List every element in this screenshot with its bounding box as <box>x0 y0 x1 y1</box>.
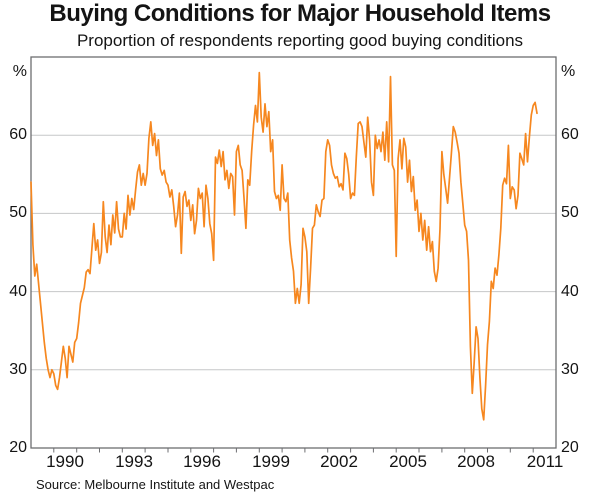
y-axis-label-left: 30 <box>9 361 27 378</box>
y-axis-label-left: 40 <box>9 283 27 300</box>
chart-title: Buying Conditions for Major Household It… <box>49 0 551 27</box>
plot-frame <box>30 56 557 449</box>
x-axis-year-label: 2002 <box>320 452 358 471</box>
x-axis-year-label: 1993 <box>115 452 153 471</box>
source-note: Source: Melbourne Institute and Westpac <box>36 477 275 492</box>
x-axis-year-label: 2005 <box>389 452 427 471</box>
x-axis-year-label: 1990 <box>46 452 84 471</box>
x-axis-year-label: 2008 <box>457 452 495 471</box>
y-axis-unit-left: % <box>12 63 27 80</box>
y-axis-label-right: 60 <box>561 126 579 143</box>
x-axis-year-label: 1999 <box>252 452 290 471</box>
y-axis-label-left: 20 <box>9 439 27 456</box>
y-axis-label-right: 40 <box>561 283 579 300</box>
y-axis-label-right: 20 <box>561 439 579 456</box>
chart-subtitle: Proportion of respondents reporting good… <box>76 31 524 50</box>
y-axis-unit-right: % <box>561 63 576 80</box>
x-axis-year-label: 1996 <box>183 452 221 471</box>
y-axis-label-left: 50 <box>9 204 27 221</box>
data-line-buying-conditions <box>30 71 538 421</box>
y-axis-label-right: 30 <box>561 361 579 378</box>
y-axis-label-left: 60 <box>9 126 27 143</box>
x-axis-year-label: 2011 <box>526 452 564 471</box>
y-axis-label-right: 50 <box>561 204 579 221</box>
